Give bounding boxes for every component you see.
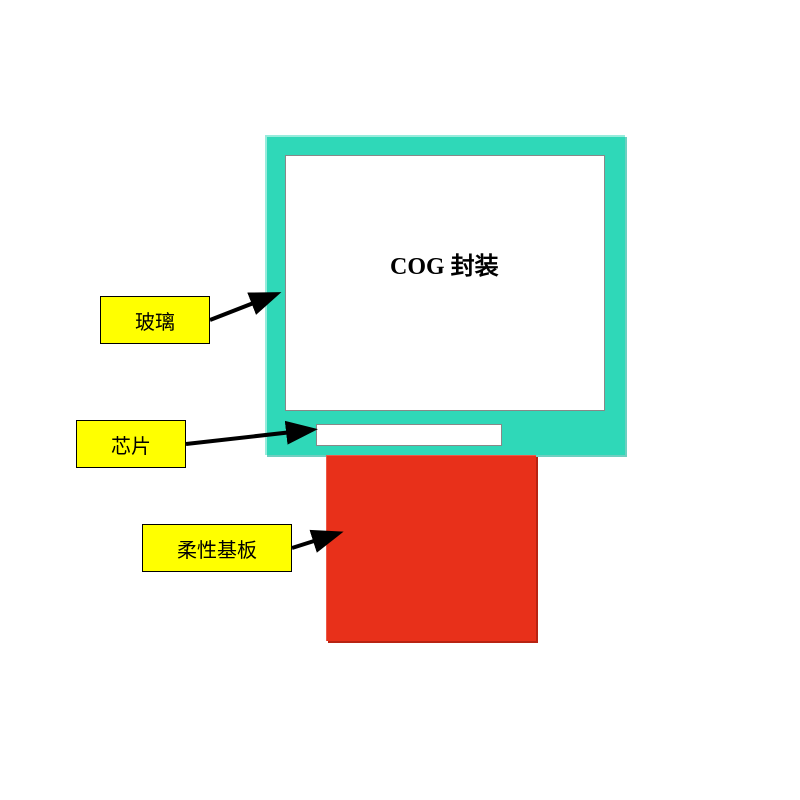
arrow-chip — [186, 430, 310, 444]
arrows-layer — [0, 0, 800, 800]
arrow-flex — [292, 534, 336, 548]
arrow-glass — [210, 295, 274, 320]
diagram-canvas: COG 封装 玻璃 芯片 柔性基板 — [0, 0, 800, 800]
